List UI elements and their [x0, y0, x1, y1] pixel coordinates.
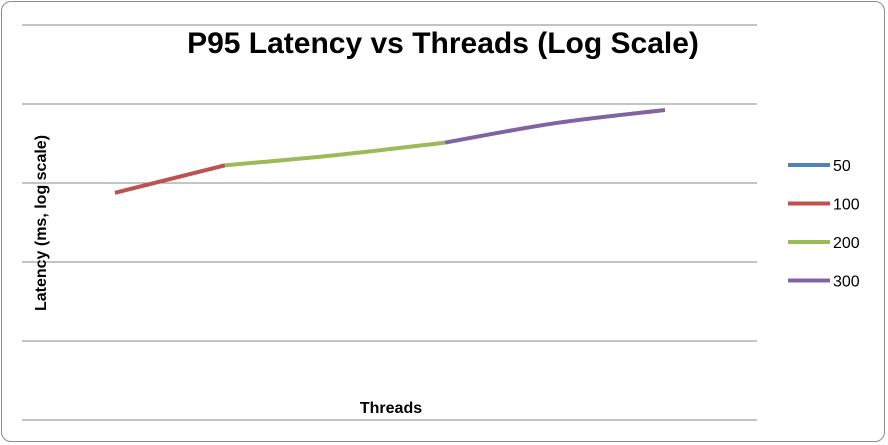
gridlines	[22, 24, 757, 421]
legend: 50 100 200 300	[788, 158, 860, 291]
legend-label-100: 100	[833, 197, 860, 214]
legend-label-200: 200	[833, 235, 860, 252]
series-lines	[114, 108, 666, 195]
legend-label-300: 300	[833, 274, 860, 291]
y-axis-label: Latency (ms, log scale)	[33, 135, 50, 311]
x-axis-label: Threads	[360, 400, 422, 417]
series-line-100	[114, 163, 226, 195]
series-line-200	[224, 140, 446, 168]
series-line-300	[444, 108, 666, 145]
chart-title: P95 Latency vs Threads (Log Scale)	[187, 27, 699, 60]
legend-label-50: 50	[833, 158, 851, 175]
